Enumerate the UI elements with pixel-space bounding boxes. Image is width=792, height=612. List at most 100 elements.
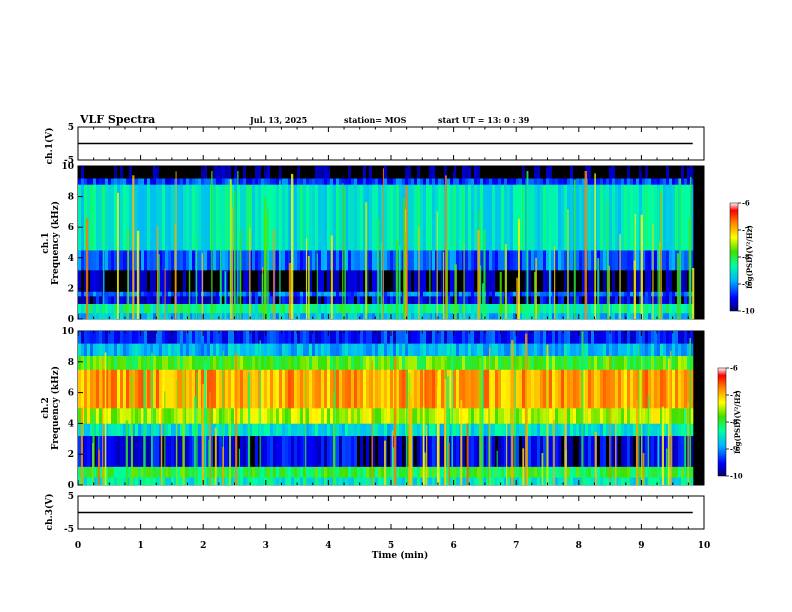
spectrogram-cell <box>168 466 172 478</box>
spectrogram-cell <box>240 435 244 467</box>
spectrogram-cell <box>108 408 112 424</box>
spectrogram-cell <box>207 369 211 409</box>
spectrogram-cell <box>681 369 685 409</box>
spectrogram-cell <box>480 178 484 185</box>
spectrogram-cell <box>348 477 352 486</box>
spectrogram-cell <box>471 355 475 370</box>
spectrogram-cell <box>240 408 244 424</box>
spectrogram-cell <box>255 184 259 251</box>
spectrogram-cell <box>168 355 172 370</box>
spectrogram-cell <box>102 477 106 486</box>
spectrogram-cell <box>216 477 220 486</box>
spectrogram-cell <box>654 435 658 467</box>
spectrogram-cell <box>492 296 496 304</box>
spectrogram-cell <box>594 343 598 356</box>
spectrogram-cell <box>492 312 496 320</box>
sferic-streak <box>436 211 438 319</box>
spectrogram-cell <box>135 343 139 356</box>
ch1-spectrogram-ytick-label: 2 <box>68 284 74 294</box>
spectrogram-cell <box>93 296 97 304</box>
spectrogram-cell <box>183 291 187 297</box>
spectrogram-cell <box>186 355 190 370</box>
spectrogram-cell <box>606 423 610 437</box>
spectrogram-cell <box>480 331 484 344</box>
spectrogram-cell <box>282 343 286 356</box>
spectrogram-cell <box>312 250 316 271</box>
spectrogram-cell <box>114 435 118 467</box>
x-tick-label: 1 <box>137 541 143 551</box>
spectrogram-cell <box>429 435 433 467</box>
spectrogram-cell <box>303 178 307 185</box>
spectrogram-cell <box>252 250 256 271</box>
spectrogram-cell <box>312 466 316 478</box>
spectrogram-cell <box>414 331 418 344</box>
sferic-streak <box>247 372 251 485</box>
spectrogram-cell <box>645 343 649 356</box>
spectrogram-cell <box>471 312 475 320</box>
spectrogram-cell <box>510 303 514 314</box>
spectrogram-cell <box>96 296 100 304</box>
spectrogram-cell <box>579 291 583 297</box>
spectrogram-cell <box>240 466 244 478</box>
spectrogram-cell <box>255 312 259 320</box>
sferic-streak <box>573 179 576 319</box>
spectrogram-cell <box>471 291 475 297</box>
spectrogram-cell <box>135 291 139 297</box>
spectrogram-cell <box>429 184 433 251</box>
spectrogram-cell <box>279 178 283 185</box>
spectrogram-cell <box>216 312 220 320</box>
spectrogram-cell <box>654 296 658 304</box>
spectrogram-cell <box>363 303 367 314</box>
spectrogram-cell <box>684 312 688 320</box>
spectrogram-cell <box>369 355 373 370</box>
spectrogram-cell <box>372 355 376 370</box>
spectrogram-cell <box>621 296 625 304</box>
sferic-streak <box>619 234 621 319</box>
spectrogram-cell <box>393 250 397 271</box>
spectrogram-cell <box>156 355 160 370</box>
spectrogram-cell <box>516 331 520 344</box>
spectrogram-cell <box>96 477 100 486</box>
spectrogram-cell <box>333 331 337 344</box>
spectrogram-cell <box>417 166 421 179</box>
spectrogram-cell <box>495 166 499 179</box>
spectrogram-cell <box>462 343 466 356</box>
spectrogram-cell <box>495 331 499 344</box>
spectrogram-cell <box>240 355 244 370</box>
spectrogram-cell <box>489 343 493 356</box>
spectrogram-cell <box>519 355 523 370</box>
sferic-streak <box>267 206 269 319</box>
spectrogram-cell <box>627 355 631 370</box>
spectrogram-cell <box>189 408 193 424</box>
spectrogram-cell <box>567 178 571 185</box>
spectrogram-cell <box>141 331 145 344</box>
spectrogram-cell <box>411 408 415 424</box>
spectrogram-cell <box>336 408 340 424</box>
spectrogram-cell <box>438 296 442 304</box>
spectrogram-cell <box>186 435 190 467</box>
spectrogram-cell <box>486 423 490 437</box>
spectrogram-cell <box>432 477 436 486</box>
spectrogram-cell <box>303 184 307 251</box>
spectrogram-cell <box>297 466 301 478</box>
spectrogram-cell <box>579 178 583 185</box>
spectrogram-cell <box>330 178 334 185</box>
spectrogram-cell <box>234 184 238 251</box>
spectrogram-cell <box>216 178 220 185</box>
spectrogram-cell <box>99 435 103 467</box>
spectrogram-cell <box>384 250 388 271</box>
spectrogram-cell <box>87 303 91 314</box>
spectrogram-cell <box>612 331 616 344</box>
spectrogram-cell <box>690 270 694 292</box>
spectrogram-cell <box>603 477 607 486</box>
spectrogram-cell <box>624 166 628 179</box>
spectrogram-cell <box>294 270 298 292</box>
spectrogram-cell <box>549 343 553 356</box>
spectrogram-cell <box>537 435 541 467</box>
spectrogram-cell <box>555 435 559 467</box>
spectrogram-cell <box>270 178 274 185</box>
spectrogram-cell <box>621 423 625 437</box>
spectrogram-cell <box>579 369 583 409</box>
spectrogram-cell <box>123 303 127 314</box>
spectrogram-cell <box>84 435 88 467</box>
